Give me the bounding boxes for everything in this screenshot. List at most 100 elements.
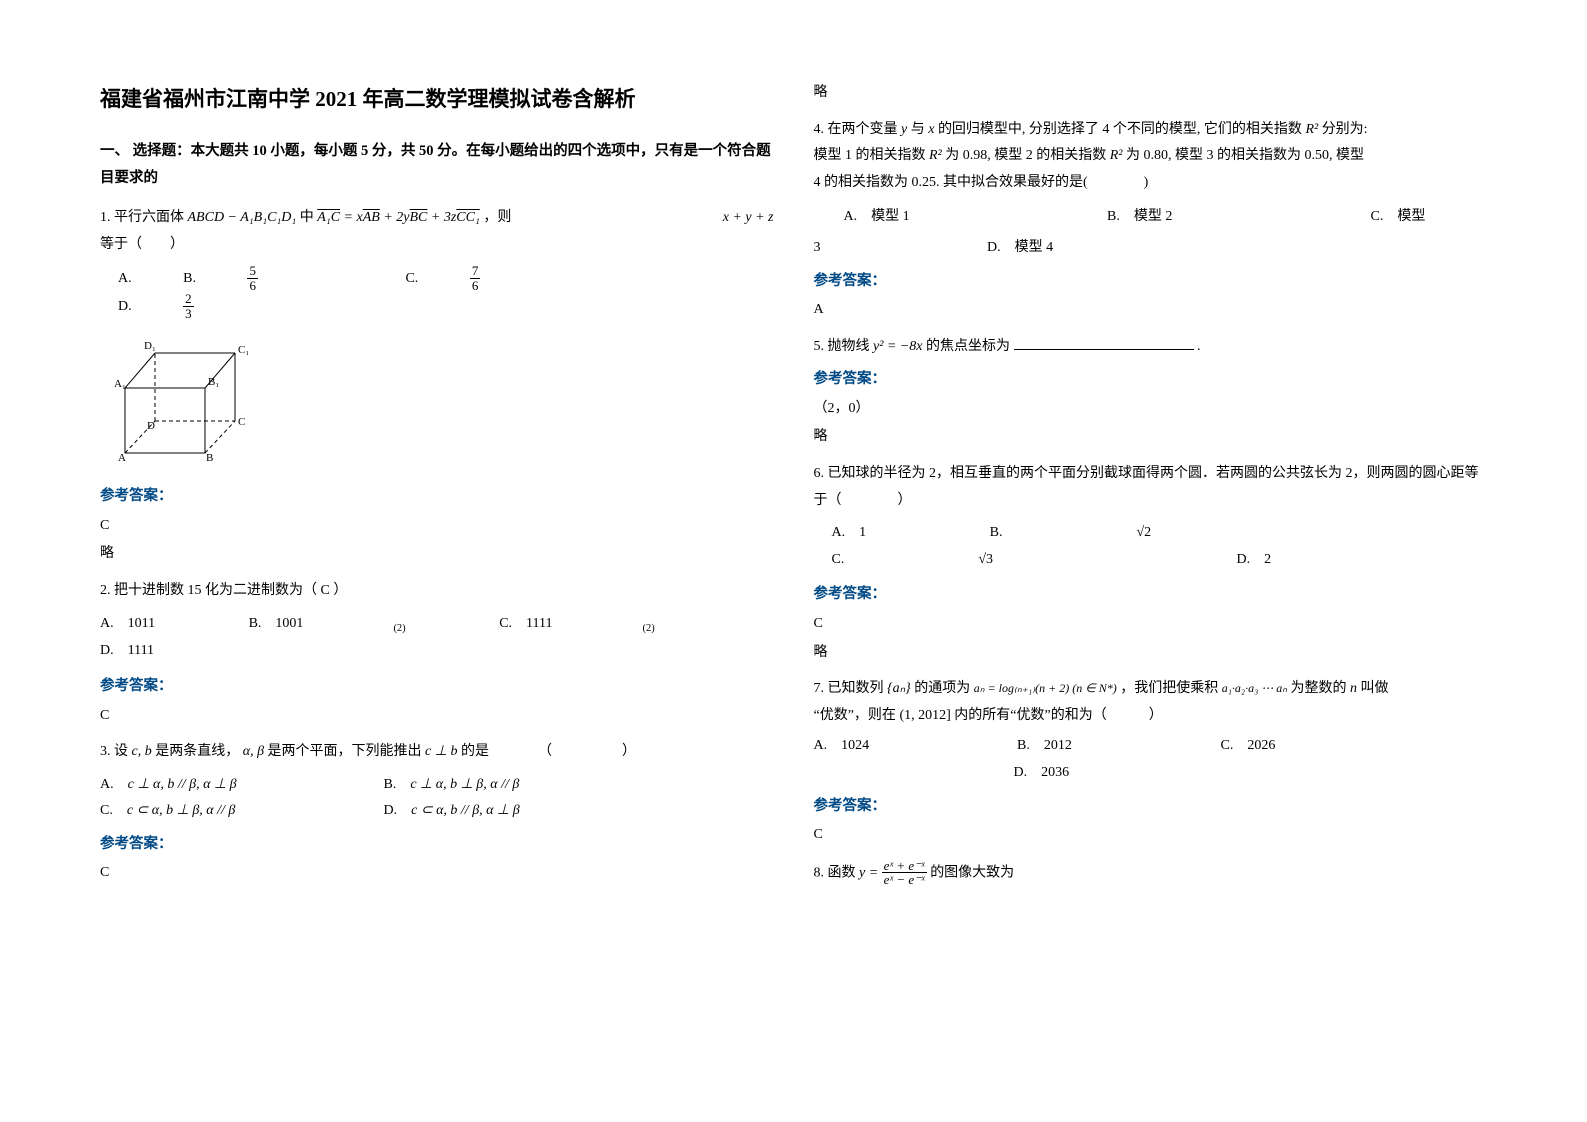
q8-den: eˣ − e⁻ˣ — [882, 873, 927, 887]
q7-set: {aₙ} — [887, 681, 911, 696]
question-7: 7. 已知数列 {aₙ} 的通项为 aₙ = log₍ₙ₊₁₎(n + 2) (… — [814, 676, 1488, 786]
q7-m1: 的通项为 — [914, 681, 970, 696]
q4-r2c: R² — [1110, 148, 1123, 163]
q1-xyz: x + y + z — [723, 205, 774, 232]
q1-bc: BC — [410, 210, 428, 225]
q7-d: D. 2036 — [1014, 765, 1070, 780]
svg-text:D₁: D₁ — [144, 340, 156, 352]
q3-a: c ⊥ α, b // β, α ⊥ β — [128, 777, 237, 792]
q1-ab: AB — [363, 210, 380, 225]
q4-l2c: 为 0.80, 模型 3 的相关指数为 0.50, 模型 — [1126, 148, 1364, 163]
svg-text:D: D — [147, 420, 155, 432]
q3-perp: c ⊥ b — [425, 744, 457, 759]
q1-post: ，则 — [483, 210, 511, 225]
question-8: 8. 函数 y = eˣ + e⁻ˣ eˣ − e⁻ˣ 的图像大致为 — [814, 859, 1488, 887]
q3-d: c ⊂ α, b // β, α ⊥ β — [411, 803, 520, 818]
q1-opt-b-label: B. — [183, 266, 196, 293]
q1-solid: ABCD − A₁B₁C₁D₁ — [188, 210, 297, 225]
question-5: 5. 抛物线 y² = −8x 的焦点坐标为 . — [814, 334, 1488, 361]
q4-x: x — [928, 122, 934, 137]
q7-formula: aₙ = log₍ₙ₊₁₎(n + 2) (n ∈ N*) — [974, 681, 1117, 695]
q7-prod: a₁·a₂·a₃ ⋯ aₙ — [1222, 681, 1287, 695]
q6-answer: C — [814, 611, 1488, 638]
q2-answer-label: 参考答案： — [100, 673, 774, 701]
q6-lue: 略 — [814, 640, 1488, 667]
q7-pre: 7. 已知数列 — [814, 681, 884, 696]
q7-l2a: “优数”，则在 — [814, 708, 896, 723]
q1-c-num: 7 — [470, 264, 481, 279]
q2-c-sub: (2) — [642, 622, 654, 633]
q4-l3: 4 的相关指数为 0.25. 其中拟合效果最好的是( ) — [814, 175, 1149, 190]
q6-options: A. 1 B. √2 C. √3 D. 2 — [832, 520, 1488, 573]
question-6: 6. 已知球的半径为 2，相互垂直的两个平面分别截球面得两个圆．若两圆的公共弦长… — [814, 461, 1488, 514]
q5-lue: 略 — [814, 424, 1488, 451]
q5-answer: （2，0） — [814, 396, 1488, 423]
q4-l1d: 分别为: — [1322, 122, 1368, 137]
question-1: 1. 平行六面体 ABCD − A₁B₁C₁D₁ 中 A₁C = xAB + 2… — [100, 205, 774, 477]
q1-eq1: = x — [344, 210, 363, 225]
q4-l2b: 为 0.98, 模型 2 的相关指数 — [945, 148, 1106, 163]
q1-opt-c-label: C. — [405, 266, 418, 293]
q6-d: D. 2 — [1237, 547, 1272, 574]
q1-eq3: + 3z — [431, 210, 456, 225]
q2-opt-c: C. 1111 (2) — [499, 611, 655, 639]
question-2: 2. 把十进制数 15 化为二进制数为（ C ） — [100, 578, 774, 605]
q4-answer: A — [814, 297, 1488, 324]
q6-b: B. √2 — [990, 520, 1272, 547]
q3-m1: 是两条直线， — [155, 744, 239, 759]
q3-pre: 3. 设 — [100, 744, 128, 759]
q1-tail: 等于（ ） — [100, 232, 774, 259]
q4-l1c: 的回归模型中, 分别选择了 4 个不同的模型, 它们的相关指数 — [938, 122, 1302, 137]
q8-y: y = — [859, 865, 882, 880]
q3-ab: α, β — [243, 744, 264, 759]
q5-post: 的焦点坐标为 — [926, 339, 1010, 354]
q7-m2: ，我们把使乘积 — [1120, 681, 1218, 696]
q7-c: C. 2026 — [1221, 738, 1276, 753]
svg-text:A: A — [118, 452, 126, 463]
q2-b-t: B. 1001 — [249, 611, 304, 638]
q8-post: 的图像大致为 — [930, 865, 1014, 880]
parallelepiped-diagram: AB CD A₁B₁ C₁D₁ — [110, 333, 260, 463]
q6-c: C. √3 — [832, 547, 1114, 574]
svg-text:A₁: A₁ — [114, 378, 126, 390]
q1-pre: 1. 平行六面体 — [100, 210, 184, 225]
q3-lue: 略 — [814, 80, 1488, 107]
q4-l1a: 4. 在两个变量 — [814, 122, 898, 137]
q3-answer-label: 参考答案： — [100, 831, 774, 859]
q3-b: c ⊥ α, b ⊥ β, α // β — [410, 777, 519, 792]
q7-answer: C — [814, 822, 1488, 849]
q5-eq: y² = −8x — [873, 339, 923, 354]
q6-c-v: √3 — [978, 547, 993, 574]
q4-l2a: 模型 1 的相关指数 — [814, 148, 926, 163]
q6-b-l: B. — [990, 520, 1017, 547]
q1-opt-a: A. — [118, 266, 132, 293]
q1-answer: C — [100, 513, 774, 540]
q4-r2a: R² — [1305, 122, 1318, 137]
q5-pre: 5. 抛物线 — [814, 339, 870, 354]
q7-n: n — [1350, 681, 1357, 696]
question-3: 3. 设 c, b 是两条直线， α, β 是两个平面，下列能推出 c ⊥ b … — [100, 739, 774, 766]
q3-post: 的是 （ ） — [461, 744, 636, 759]
q1-answer-label: 参考答案： — [100, 483, 774, 511]
q1-cc1: CC₁ — [456, 210, 480, 225]
q7-range: (1, 2012] — [899, 708, 950, 723]
q1-lue: 略 — [100, 541, 774, 568]
q1-b-num: 5 — [247, 264, 258, 279]
q2-c-t: C. 1111 — [499, 611, 552, 638]
svg-text:B₁: B₁ — [208, 376, 219, 388]
q4-oa: A. 模型 1 — [844, 204, 1104, 231]
q1-opt-c: C. 76 — [405, 264, 576, 292]
q7-b: B. 2012 — [1017, 733, 1217, 760]
q1-eq2: + 2y — [383, 210, 409, 225]
q1-opt-d-label: D. — [118, 294, 132, 321]
svg-text:C: C — [238, 416, 245, 428]
page-title: 福建省福州市江南中学 2021 年高二数学理模拟试卷含解析 — [100, 80, 774, 120]
q4-3: 3 — [814, 235, 984, 262]
section-1-heading: 一、 选择题：本大题共 10 小题，每小题 5 分，共 50 分。在每小题给出的… — [100, 138, 774, 193]
q1-c-den: 6 — [470, 279, 481, 293]
q8-frac: eˣ + e⁻ˣ eˣ − e⁻ˣ — [882, 859, 927, 887]
q7-a: A. 1024 — [814, 733, 1014, 760]
q7-m3: 为整数的 — [1291, 681, 1347, 696]
q1-a1c: A₁C — [317, 210, 340, 225]
q1-b-den: 6 — [247, 279, 258, 293]
